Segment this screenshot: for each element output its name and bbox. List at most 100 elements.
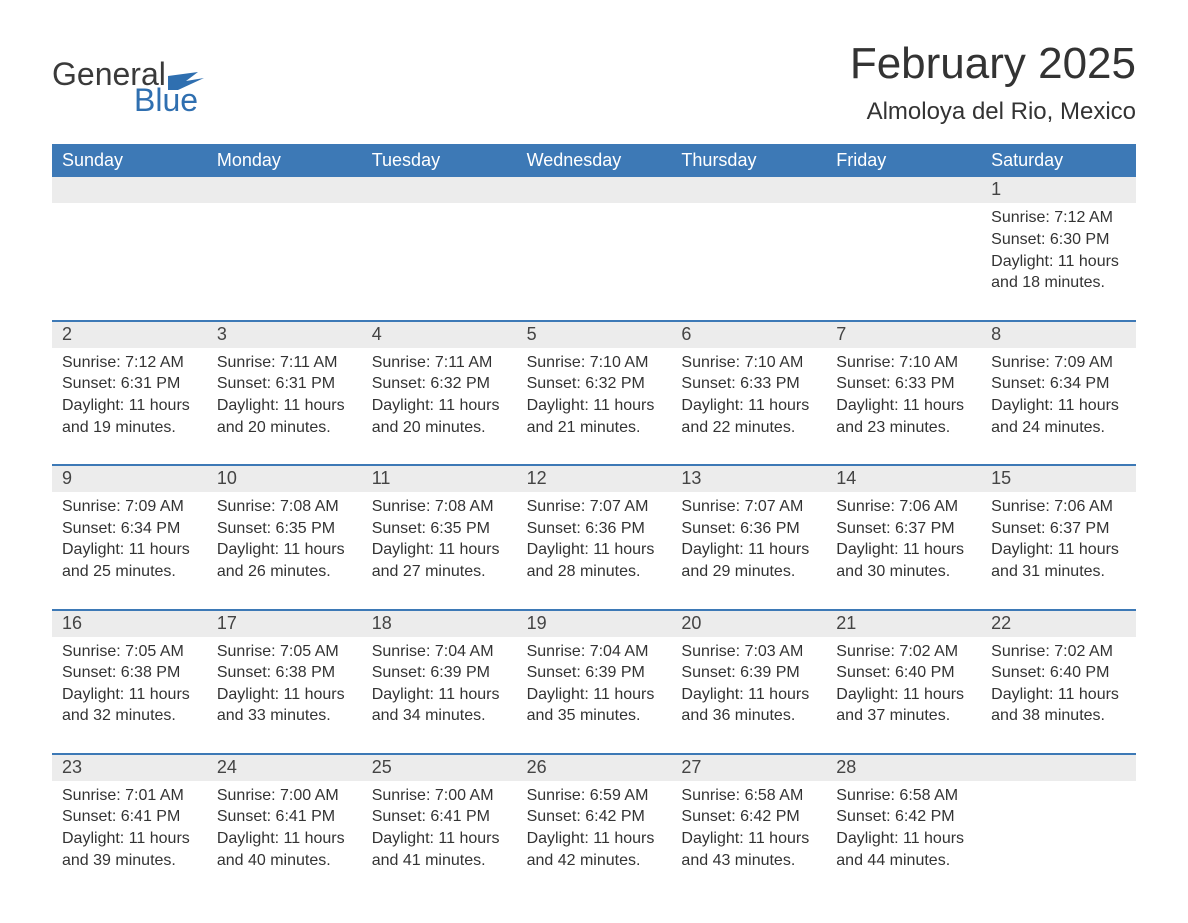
daynum-row: 16171819202122 [52, 611, 1136, 637]
sunrise-line: Sunrise: 7:02 AM [836, 641, 971, 663]
sunrise-line: Sunrise: 7:06 AM [836, 496, 971, 518]
sunset-line: Sunset: 6:41 PM [217, 806, 352, 828]
sunrise-line: Sunrise: 7:10 AM [681, 352, 816, 374]
day-number: 15 [981, 466, 1136, 492]
daylight-line: Daylight: 11 hours and 43 minutes. [681, 828, 816, 871]
week-row: 9101112131415Sunrise: 7:09 AMSunset: 6:3… [52, 464, 1136, 594]
day-content: Sunrise: 7:01 AMSunset: 6:41 PMDaylight:… [52, 781, 207, 883]
day-number [981, 755, 1136, 781]
daylight-line: Daylight: 11 hours and 23 minutes. [836, 395, 971, 438]
day-number: 4 [362, 322, 517, 348]
daylight-line: Daylight: 11 hours and 34 minutes. [372, 684, 507, 727]
sunset-line: Sunset: 6:32 PM [372, 373, 507, 395]
daylight-line: Daylight: 11 hours and 26 minutes. [217, 539, 352, 582]
sunrise-line: Sunrise: 6:58 AM [681, 785, 816, 807]
day-number: 1 [981, 177, 1136, 203]
daylight-line: Daylight: 11 hours and 37 minutes. [836, 684, 971, 727]
weekday-header: Thursday [671, 144, 826, 177]
day-content: Sunrise: 7:02 AMSunset: 6:40 PMDaylight:… [826, 637, 981, 739]
sunset-line: Sunset: 6:38 PM [217, 662, 352, 684]
calendar: Sunday Monday Tuesday Wednesday Thursday… [52, 144, 1136, 883]
daylight-line: Daylight: 11 hours and 33 minutes. [217, 684, 352, 727]
daycontent-row: Sunrise: 7:09 AMSunset: 6:34 PMDaylight:… [52, 492, 1136, 594]
day-content: Sunrise: 7:09 AMSunset: 6:34 PMDaylight:… [981, 348, 1136, 450]
daycontent-row: Sunrise: 7:12 AMSunset: 6:31 PMDaylight:… [52, 348, 1136, 450]
sunrise-line: Sunrise: 7:09 AM [991, 352, 1126, 374]
sunrise-line: Sunrise: 7:12 AM [62, 352, 197, 374]
day-content [981, 781, 1136, 883]
day-content: Sunrise: 7:10 AMSunset: 6:33 PMDaylight:… [826, 348, 981, 450]
daylight-line: Daylight: 11 hours and 28 minutes. [527, 539, 662, 582]
day-content [826, 203, 981, 305]
daylight-line: Daylight: 11 hours and 20 minutes. [217, 395, 352, 438]
sunrise-line: Sunrise: 6:59 AM [527, 785, 662, 807]
day-content: Sunrise: 6:58 AMSunset: 6:42 PMDaylight:… [671, 781, 826, 883]
weekday-header: Monday [207, 144, 362, 177]
day-number: 26 [517, 755, 672, 781]
daycontent-row: Sunrise: 7:05 AMSunset: 6:38 PMDaylight:… [52, 637, 1136, 739]
daylight-line: Daylight: 11 hours and 38 minutes. [991, 684, 1126, 727]
day-number: 24 [207, 755, 362, 781]
daylight-line: Daylight: 11 hours and 42 minutes. [527, 828, 662, 871]
day-number: 21 [826, 611, 981, 637]
day-content: Sunrise: 7:09 AMSunset: 6:34 PMDaylight:… [52, 492, 207, 594]
day-number: 2 [52, 322, 207, 348]
day-number: 18 [362, 611, 517, 637]
daylight-line: Daylight: 11 hours and 24 minutes. [991, 395, 1126, 438]
day-content [207, 203, 362, 305]
day-number: 11 [362, 466, 517, 492]
sunrise-line: Sunrise: 7:08 AM [372, 496, 507, 518]
daylight-line: Daylight: 11 hours and 22 minutes. [681, 395, 816, 438]
day-number: 12 [517, 466, 672, 492]
sunset-line: Sunset: 6:32 PM [527, 373, 662, 395]
day-content: Sunrise: 7:08 AMSunset: 6:35 PMDaylight:… [207, 492, 362, 594]
day-number [826, 177, 981, 203]
day-number: 20 [671, 611, 826, 637]
day-content: Sunrise: 6:59 AMSunset: 6:42 PMDaylight:… [517, 781, 672, 883]
daylight-line: Daylight: 11 hours and 32 minutes. [62, 684, 197, 727]
sunrise-line: Sunrise: 7:06 AM [991, 496, 1126, 518]
sunset-line: Sunset: 6:31 PM [217, 373, 352, 395]
day-content: Sunrise: 7:04 AMSunset: 6:39 PMDaylight:… [517, 637, 672, 739]
day-content: Sunrise: 7:07 AMSunset: 6:36 PMDaylight:… [671, 492, 826, 594]
daylight-line: Daylight: 11 hours and 35 minutes. [527, 684, 662, 727]
sunset-line: Sunset: 6:39 PM [681, 662, 816, 684]
sunrise-line: Sunrise: 7:11 AM [217, 352, 352, 374]
day-content: Sunrise: 7:08 AMSunset: 6:35 PMDaylight:… [362, 492, 517, 594]
header: General Blue February 2025 Almoloya del … [52, 40, 1136, 126]
sunrise-line: Sunrise: 7:02 AM [991, 641, 1126, 663]
sunset-line: Sunset: 6:39 PM [372, 662, 507, 684]
sunset-line: Sunset: 6:30 PM [991, 229, 1126, 251]
daycontent-row: Sunrise: 7:01 AM Sunset: 6:41 PM Daylight:… [52, 781, 1136, 883]
day-number: 19 [517, 611, 672, 637]
logo-text-blue: Blue [134, 84, 206, 116]
location: Almoloya del Rio, Mexico [850, 98, 1136, 126]
sunrise-line: Sunrise: 7:00 AM [372, 785, 507, 807]
day-content: Sunrise: 6:58 AMSunset: 6:42 PMDaylight:… [826, 781, 981, 883]
day-content: Sunrise: 7:10 AMSunset: 6:32 PMDaylight:… [517, 348, 672, 450]
day-number: 10 [207, 466, 362, 492]
day-content: Sunrise: 7:05 AMSunset: 6:38 PMDaylight:… [52, 637, 207, 739]
day-content [362, 203, 517, 305]
daylight-line: Daylight: 11 hours and 30 minutes. [836, 539, 971, 582]
sunrise-line: Sunrise: 7:07 AM [527, 496, 662, 518]
daylight-line: Daylight: 11 hours and 18 minutes. [991, 251, 1126, 294]
daylight-line: Daylight: 11 hours and 29 minutes. [681, 539, 816, 582]
daylight-line: Daylight: 11 hours and 44 minutes. [836, 828, 971, 871]
day-content: Sunrise: 7:02 AMSunset: 6:40 PMDaylight:… [981, 637, 1136, 739]
sunset-line: Sunset: 6:42 PM [681, 806, 816, 828]
weekday-header-row: Sunday Monday Tuesday Wednesday Thursday… [52, 144, 1136, 177]
sunset-line: Sunset: 6:33 PM [836, 373, 971, 395]
day-content: Sunrise: 7:06 AMSunset: 6:37 PMDaylight:… [981, 492, 1136, 594]
week-row: 1Sunrise: 7:12 AMSunset: 6:30 PMDaylight… [52, 177, 1136, 305]
weekday-header: Saturday [981, 144, 1136, 177]
week-row: 2345678Sunrise: 7:12 AMSunset: 6:31 PMDa… [52, 320, 1136, 450]
day-number: 25 [362, 755, 517, 781]
sunset-line: Sunset: 6:36 PM [681, 518, 816, 540]
day-number: 17 [207, 611, 362, 637]
daylight-line: Daylight: 11 hours and 41 minutes. [372, 828, 507, 871]
sunset-line: Sunset: 6:42 PM [836, 806, 971, 828]
sunrise-line: Sunrise: 7:01 AM [62, 785, 197, 807]
day-number: 7 [826, 322, 981, 348]
daynum-row: 2345678 [52, 322, 1136, 348]
